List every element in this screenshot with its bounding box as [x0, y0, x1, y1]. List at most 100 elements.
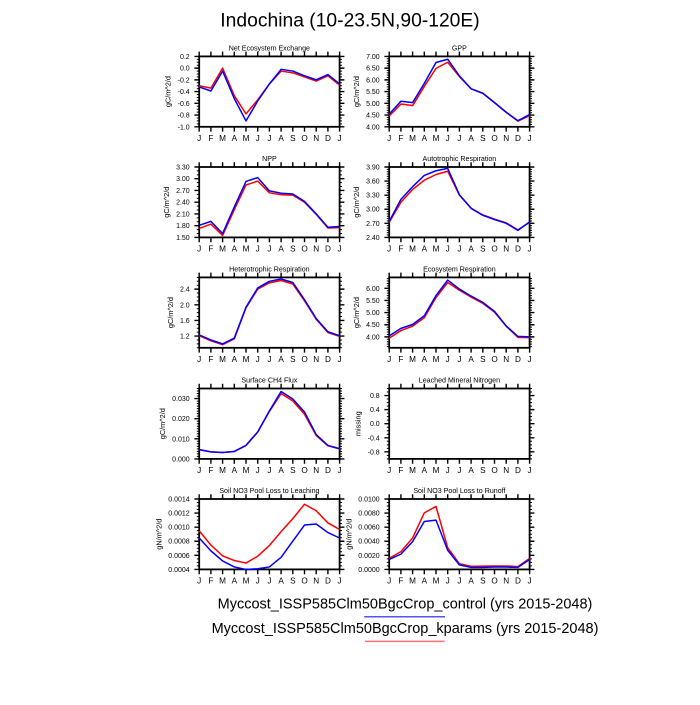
svg-text:A: A [422, 134, 428, 143]
svg-text:Myccost_ISSP585Clm50BgcCrop_co: Myccost_ISSP585Clm50BgcCrop_control (yrs… [218, 596, 593, 612]
svg-text:gN/m^2/d: gN/m^2/d [344, 519, 353, 550]
svg-text:M: M [219, 466, 226, 475]
svg-text:4.00: 4.00 [366, 124, 380, 131]
svg-text:A: A [278, 466, 284, 475]
svg-text:S: S [480, 134, 486, 143]
svg-text:J: J [446, 244, 450, 253]
svg-text:F: F [208, 134, 213, 143]
svg-text:J: J [446, 576, 450, 585]
svg-text:M: M [243, 576, 250, 585]
svg-text:2.0: 2.0 [180, 302, 190, 309]
svg-text:J: J [256, 244, 260, 253]
svg-text:N: N [313, 466, 319, 475]
svg-text:1.2: 1.2 [180, 334, 190, 341]
svg-text:O: O [301, 355, 307, 364]
svg-text:3.60: 3.60 [366, 179, 380, 186]
svg-text:A: A [422, 244, 428, 253]
svg-text:gC/m^2/d: gC/m^2/d [352, 187, 361, 218]
svg-text:J: J [387, 244, 391, 253]
svg-text:gN/m^2/d: gN/m^2/d [154, 519, 163, 550]
svg-text:0.0000: 0.0000 [358, 567, 380, 574]
svg-text:N: N [503, 244, 509, 253]
svg-text:4.00: 4.00 [366, 334, 380, 341]
svg-text:3.00: 3.00 [176, 176, 190, 183]
svg-text:J: J [256, 576, 260, 585]
svg-text:J: J [457, 576, 461, 585]
svg-text:J: J [446, 466, 450, 475]
svg-text:3.30: 3.30 [176, 165, 190, 172]
svg-text:J: J [267, 466, 271, 475]
svg-text:S: S [480, 355, 486, 364]
svg-text:0.0060: 0.0060 [358, 525, 380, 532]
svg-text:Myccost_ISSP585Clm50BgcCrop_kp: Myccost_ISSP585Clm50BgcCrop_kparams (yrs… [212, 621, 599, 637]
svg-text:A: A [278, 355, 284, 364]
svg-text:F: F [398, 576, 403, 585]
svg-text:J: J [387, 355, 391, 364]
svg-text:A: A [232, 576, 238, 585]
svg-text:D: D [325, 244, 331, 253]
svg-text:J: J [338, 244, 342, 253]
svg-text:J: J [267, 576, 271, 585]
svg-text:M: M [409, 355, 416, 364]
svg-text:0.030: 0.030 [172, 396, 190, 403]
svg-text:A: A [232, 355, 238, 364]
svg-text:N: N [313, 576, 319, 585]
svg-text:N: N [313, 244, 319, 253]
svg-text:J: J [256, 355, 260, 364]
svg-text:N: N [503, 134, 509, 143]
svg-text:0.0: 0.0 [370, 421, 380, 428]
svg-text:missing: missing [354, 411, 363, 436]
svg-text:2.4: 2.4 [180, 287, 190, 294]
svg-text:0.0040: 0.0040 [358, 539, 380, 546]
svg-text:J: J [197, 244, 201, 253]
svg-text:Leached Mineral Nitrogen: Leached Mineral Nitrogen [419, 377, 500, 385]
svg-text:4.50: 4.50 [366, 322, 380, 329]
svg-text:J: J [338, 134, 342, 143]
svg-text:O: O [301, 244, 307, 253]
svg-text:M: M [433, 134, 440, 143]
svg-text:3.30: 3.30 [366, 193, 380, 200]
svg-text:Heterotrophic Respiration: Heterotrophic Respiration [229, 266, 309, 274]
svg-text:A: A [468, 244, 474, 253]
svg-text:NPP: NPP [262, 155, 277, 163]
svg-text:-0.4: -0.4 [368, 435, 380, 442]
svg-text:O: O [491, 576, 497, 585]
svg-text:A: A [232, 244, 238, 253]
svg-text:A: A [278, 244, 284, 253]
svg-text:M: M [243, 134, 250, 143]
svg-text:0.0080: 0.0080 [358, 511, 380, 518]
svg-text:M: M [409, 244, 416, 253]
svg-text:J: J [457, 134, 461, 143]
svg-text:0.0004: 0.0004 [168, 567, 190, 574]
svg-text:A: A [468, 466, 474, 475]
svg-text:0.0: 0.0 [180, 66, 190, 73]
svg-text:O: O [301, 134, 307, 143]
svg-text:2.40: 2.40 [176, 200, 190, 207]
svg-text:F: F [208, 466, 213, 475]
svg-text:D: D [515, 244, 521, 253]
svg-text:gC/m^2/d: gC/m^2/d [162, 187, 171, 218]
svg-text:S: S [290, 355, 296, 364]
svg-text:-0.4: -0.4 [178, 89, 190, 96]
svg-text:GPP: GPP [452, 45, 467, 53]
svg-text:J: J [197, 576, 201, 585]
svg-text:M: M [433, 466, 440, 475]
svg-text:0.010: 0.010 [172, 436, 190, 443]
svg-text:2.40: 2.40 [366, 235, 380, 242]
svg-text:M: M [409, 576, 416, 585]
svg-text:Surface CH4 Flux: Surface CH4 Flux [241, 377, 297, 385]
svg-text:D: D [325, 134, 331, 143]
svg-text:gC/m^2/d: gC/m^2/d [164, 76, 173, 107]
svg-text:M: M [433, 244, 440, 253]
svg-text:N: N [313, 355, 319, 364]
svg-text:Soil NO3 Pool Loss to Runoff: Soil NO3 Pool Loss to Runoff [413, 487, 505, 495]
svg-text:A: A [422, 576, 428, 585]
svg-text:A: A [468, 134, 474, 143]
svg-text:M: M [409, 466, 416, 475]
svg-text:5.50: 5.50 [366, 89, 380, 96]
svg-text:Net Ecosystem Exchange: Net Ecosystem Exchange [229, 45, 310, 53]
svg-text:3.00: 3.00 [366, 207, 380, 214]
svg-text:5.50: 5.50 [366, 298, 380, 305]
svg-text:6.00: 6.00 [366, 77, 380, 84]
svg-text:M: M [219, 576, 226, 585]
